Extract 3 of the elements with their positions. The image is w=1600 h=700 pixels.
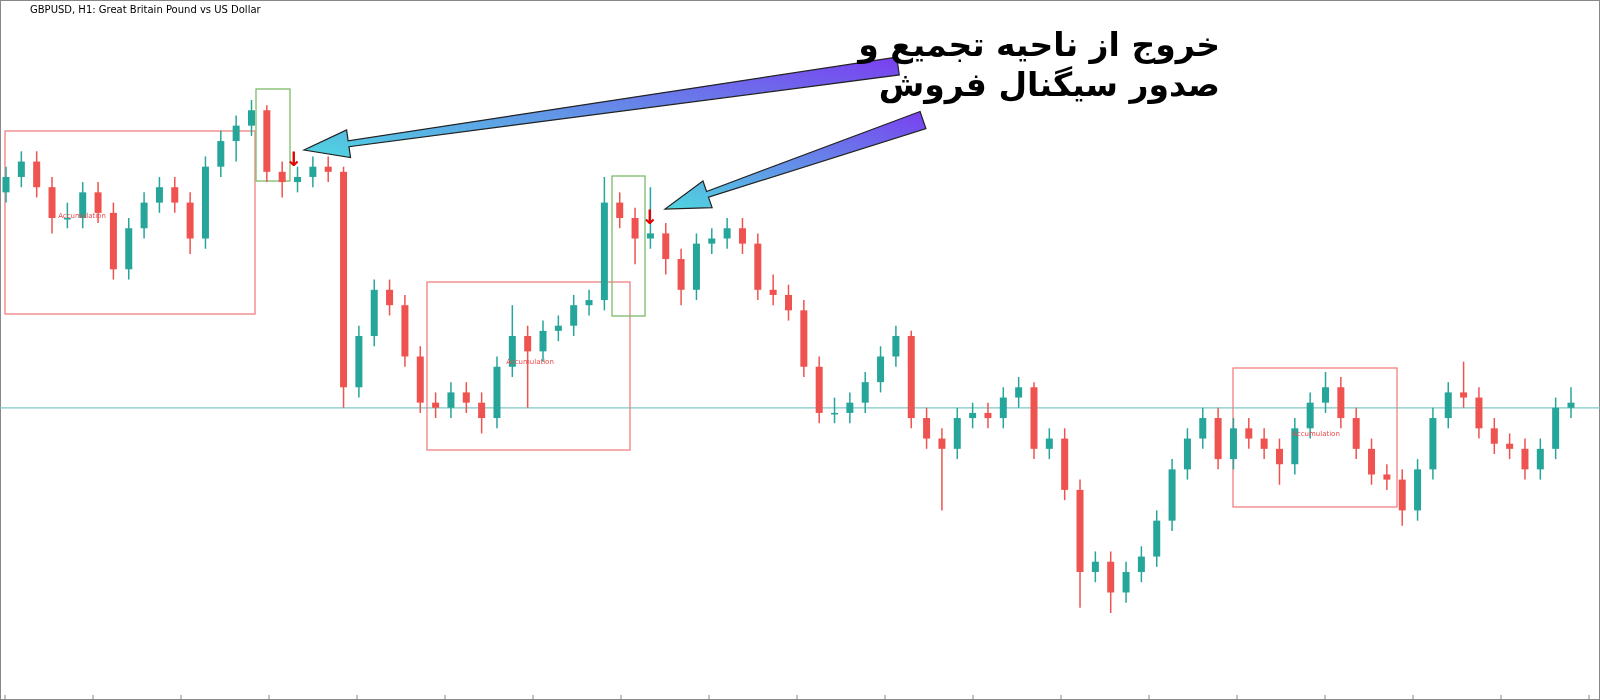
title: GBPUSD, H1: Great Britain Pound vs US Dollar — [30, 4, 261, 15]
annotation: خروج از ناحیه تجمیع و صدور سیگنال فروش — [858, 25, 1220, 105]
annotation: ↓ — [285, 147, 303, 171]
